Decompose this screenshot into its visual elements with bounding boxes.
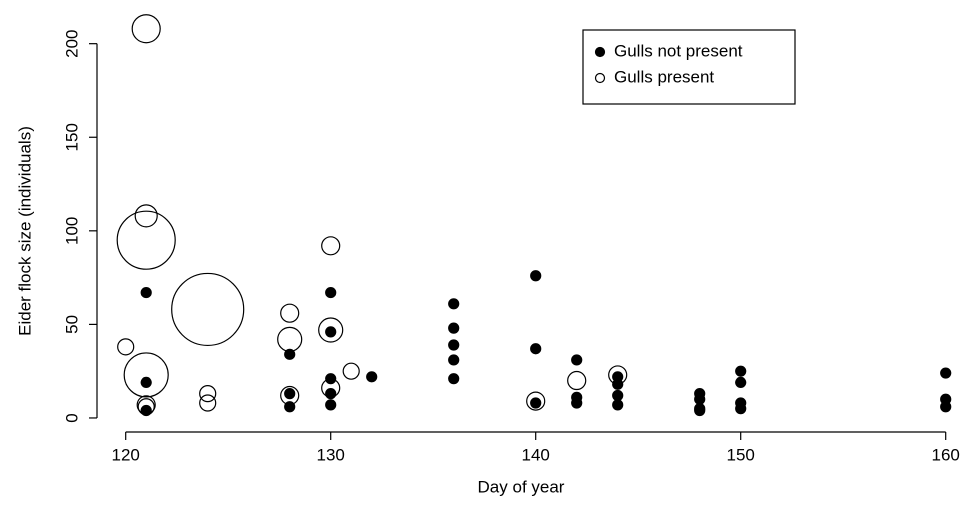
point (199, 394, 217, 412)
point (284, 388, 296, 400)
point (277, 326, 303, 352)
point (280, 303, 300, 323)
point (448, 354, 460, 366)
point (612, 389, 624, 402)
point (284, 401, 296, 413)
point (940, 367, 952, 379)
x-tick-label: 140 (522, 445, 550, 464)
x-axis-label: Day of year (478, 477, 565, 496)
x-tick-label: 120 (112, 445, 140, 464)
point (342, 362, 360, 380)
point (571, 354, 583, 366)
point (325, 286, 337, 299)
y-tick-label: 150 (62, 123, 81, 151)
point (530, 343, 542, 355)
point (694, 404, 706, 417)
point (530, 397, 542, 409)
point (448, 322, 460, 334)
point (940, 401, 952, 413)
point (140, 404, 152, 417)
x-tick-label: 150 (727, 445, 755, 464)
point (318, 317, 344, 343)
legend-label: Gulls present (614, 67, 714, 86)
legend-marker (594, 72, 606, 84)
x-tick-label: 160 (932, 445, 960, 464)
legend-box (582, 29, 796, 105)
y-tick-label: 50 (62, 315, 81, 334)
point (694, 393, 706, 405)
point (199, 385, 217, 403)
point (571, 397, 583, 409)
point (612, 378, 624, 390)
point (735, 376, 747, 389)
point (321, 236, 341, 256)
point (612, 399, 624, 411)
point (325, 399, 337, 411)
point (735, 365, 747, 377)
y-tick-label: 100 (62, 217, 81, 245)
x-tick-label: 130 (317, 445, 345, 464)
point (567, 370, 587, 391)
point (735, 403, 747, 415)
point (325, 373, 337, 385)
legend-label: Gulls not present (614, 41, 743, 60)
point (448, 373, 460, 385)
point (171, 272, 245, 347)
point (123, 352, 169, 398)
point (530, 270, 542, 282)
point (131, 14, 161, 44)
y-tick-label: 200 (62, 29, 81, 57)
point (366, 371, 378, 383)
point (116, 210, 176, 270)
point (448, 339, 460, 351)
y-tick-label: 0 (62, 413, 81, 422)
point (284, 348, 296, 360)
point (140, 286, 152, 299)
point (117, 338, 135, 356)
legend-marker (594, 46, 606, 58)
point (325, 388, 337, 400)
point (140, 376, 152, 389)
point (448, 298, 460, 310)
point (526, 391, 546, 411)
point (134, 204, 158, 228)
point (325, 326, 337, 338)
y-axis-label: Eider flock size (individuals) (15, 126, 34, 336)
